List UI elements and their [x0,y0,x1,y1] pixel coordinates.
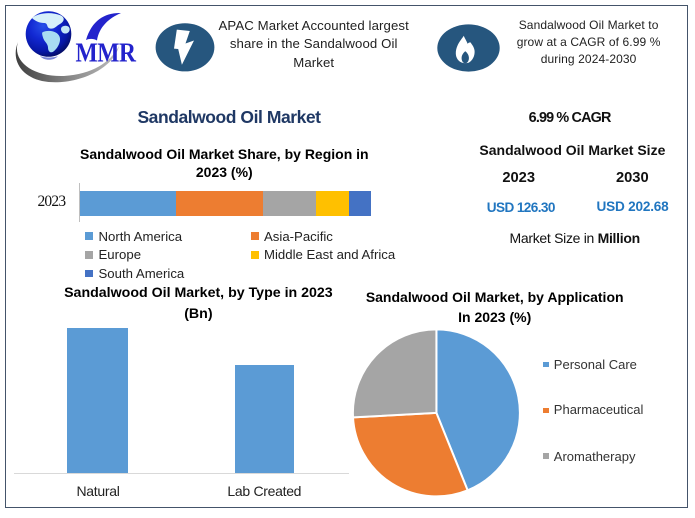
svg-text:MMR: MMR [76,38,137,68]
